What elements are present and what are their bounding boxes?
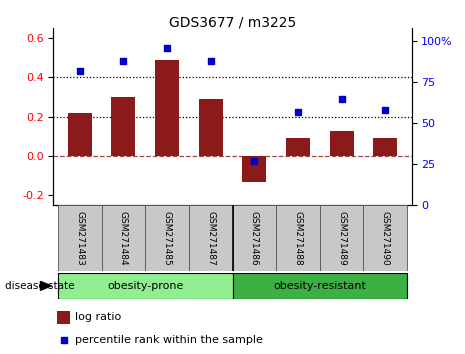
Bar [111,97,135,156]
Bar [57,311,70,324]
Bar [276,205,320,271]
Bar [189,205,232,271]
Bar [320,205,364,271]
Text: GSM271484: GSM271484 [119,211,128,265]
Text: GSM271487: GSM271487 [206,211,215,265]
Bar [286,138,310,156]
Text: GSM271485: GSM271485 [162,211,172,265]
Bar [232,205,276,271]
Point [338,96,345,102]
Bar [145,205,189,271]
Bar [364,205,407,271]
Text: percentile rank within the sample: percentile rank within the sample [75,335,263,346]
Bar [373,138,397,156]
Text: GSM271490: GSM271490 [381,211,390,265]
Polygon shape [40,281,51,290]
Bar [58,273,232,299]
Bar [232,273,407,299]
Bar [199,99,223,156]
Point [163,45,171,51]
Point [207,58,214,64]
Bar [155,60,179,156]
Text: GSM271489: GSM271489 [337,211,346,265]
Bar [58,205,101,271]
Bar [68,113,92,156]
Point [76,68,83,74]
Point [382,107,389,113]
Text: GSM271483: GSM271483 [75,211,84,265]
Bar [101,205,145,271]
Point [294,109,302,115]
Bar [242,156,266,182]
Text: GSM271488: GSM271488 [293,211,303,265]
Text: disease state: disease state [5,281,74,291]
Text: obesity-prone: obesity-prone [107,281,183,291]
Point [120,58,127,64]
Bar [330,131,354,156]
Text: GDS3677 / m3225: GDS3677 / m3225 [169,16,296,30]
Text: obesity-resistant: obesity-resistant [273,281,366,291]
Text: log ratio: log ratio [75,312,121,322]
Text: GSM271486: GSM271486 [250,211,259,265]
Point [251,158,258,164]
Point [60,337,67,343]
